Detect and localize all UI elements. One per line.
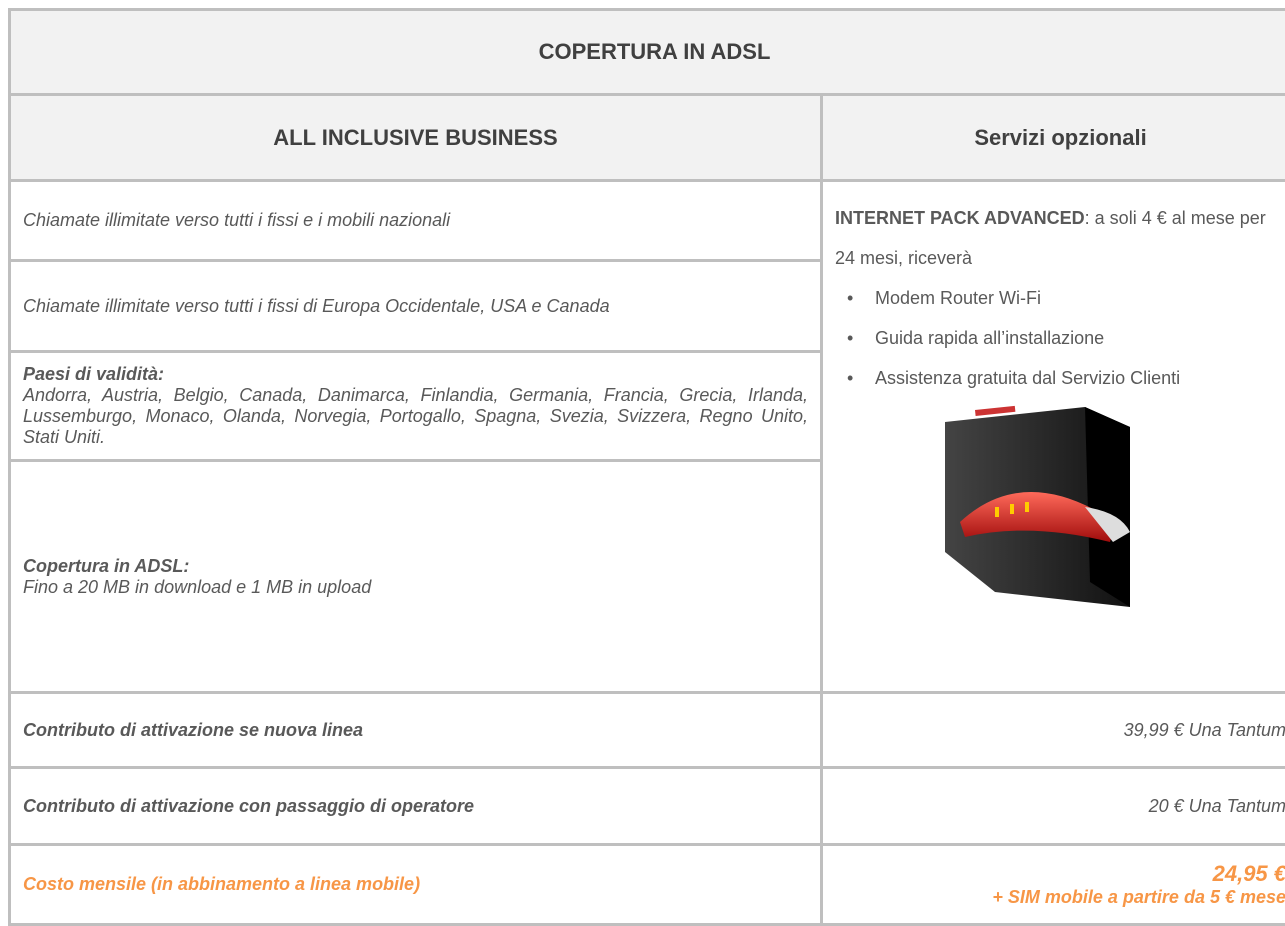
price-note: + SIM mobile a partire da 5 € mese — [992, 887, 1285, 907]
offer-table: COPERTURA IN ADSL ALL INCLUSIVE BUSINESS… — [8, 8, 1285, 926]
optional-intro: INTERNET PACK ADVANCED: a soli 4 € al me… — [835, 198, 1285, 278]
feature: Paesi di validità:Andorra, Austria, Belg… — [10, 352, 822, 461]
price-row: Costo mensile (in abbinamento a linea mo… — [10, 845, 1285, 925]
feature-row: Chiamate illimitate verso tutti i fissi … — [10, 181, 1285, 261]
price-value: 24,95 € — [1213, 861, 1285, 886]
optional-bullet: Modem Router Wi-Fi — [875, 278, 1285, 318]
price-label: Contributo di attivazione con passaggio … — [10, 768, 822, 845]
feature-heading: Paesi di validità: — [23, 364, 164, 384]
header-right: Servizi opzionali — [822, 95, 1285, 181]
title-row: COPERTURA IN ADSL — [10, 10, 1285, 95]
header-row: ALL INCLUSIVE BUSINESS Servizi opzionali — [10, 95, 1285, 181]
price-label: Costo mensile (in abbinamento a linea mo… — [10, 845, 822, 925]
modem-image — [935, 402, 1135, 612]
price-value: 39,99 € Una Tantum — [822, 693, 1285, 768]
optional-name: INTERNET PACK ADVANCED — [835, 208, 1085, 228]
header-left: ALL INCLUSIVE BUSINESS — [10, 95, 822, 181]
feature: Copertura in ADSL:Fino a 20 MB in downlo… — [10, 461, 822, 693]
price-value: 20 € Una Tantum — [822, 768, 1285, 845]
title: COPERTURA IN ADSL — [10, 10, 1285, 95]
optional-bullet: Guida rapida all’installazione — [875, 318, 1285, 358]
price-cell: 24,95 €+ SIM mobile a partire da 5 € mes… — [822, 845, 1285, 925]
optional-services: INTERNET PACK ADVANCED: a soli 4 € al me… — [822, 181, 1285, 693]
price-row: Contributo di attivazione con passaggio … — [10, 768, 1285, 845]
feature-heading: Copertura in ADSL: — [23, 556, 189, 576]
price-row: Contributo di attivazione se nuova linea… — [10, 693, 1285, 768]
feature-text: Fino a 20 MB in download e 1 MB in uploa… — [23, 577, 371, 597]
feature-text: Andorra, Austria, Belgio, Canada, Danima… — [23, 385, 808, 447]
optional-list: Modem Router Wi-Fi Guida rapida all’inst… — [835, 278, 1285, 398]
feature: Chiamate illimitate verso tutti i fissi … — [10, 181, 822, 261]
feature: Chiamate illimitate verso tutti i fissi … — [10, 261, 822, 352]
price-label: Contributo di attivazione se nuova linea — [10, 693, 822, 768]
optional-bullet: Assistenza gratuita dal Servizio Clienti — [875, 358, 1285, 398]
